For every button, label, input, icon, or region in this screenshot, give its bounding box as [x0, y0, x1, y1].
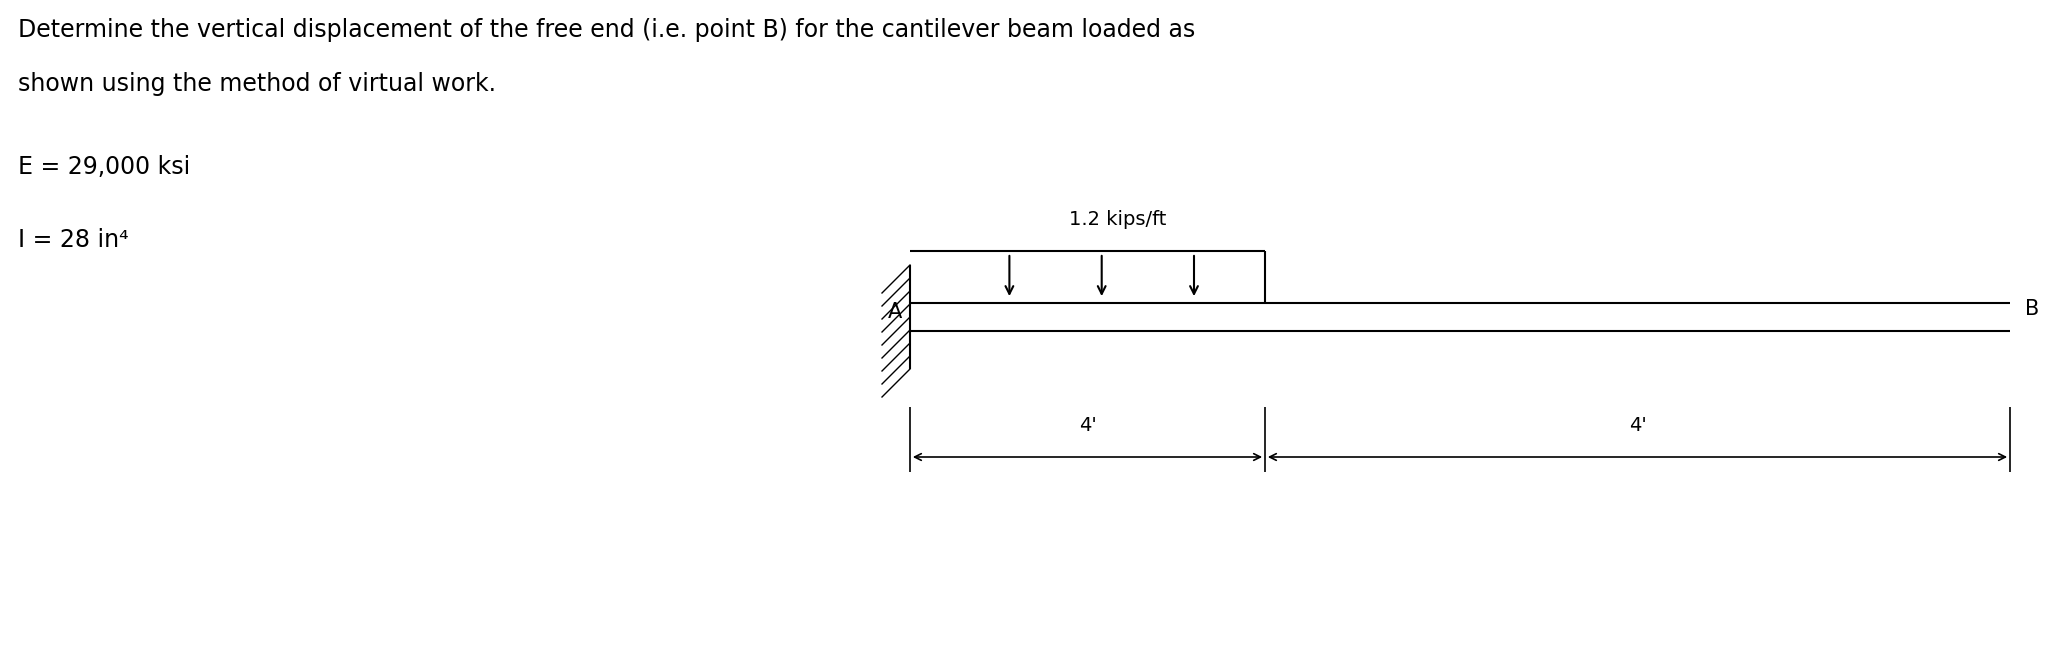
Text: A: A: [888, 302, 902, 322]
Text: E = 29,000 ksi: E = 29,000 ksi: [18, 155, 190, 179]
Text: Determine the vertical displacement of the free end (i.e. point B) for the canti: Determine the vertical displacement of t…: [18, 18, 1195, 42]
Text: 4': 4': [1629, 416, 1647, 435]
Text: I = 28 in⁴: I = 28 in⁴: [18, 228, 129, 252]
Text: 4': 4': [1078, 416, 1097, 435]
Text: shown using the method of virtual work.: shown using the method of virtual work.: [18, 72, 495, 96]
Text: 1.2 kips/ft: 1.2 kips/ft: [1068, 210, 1166, 229]
Text: B: B: [2026, 299, 2040, 319]
